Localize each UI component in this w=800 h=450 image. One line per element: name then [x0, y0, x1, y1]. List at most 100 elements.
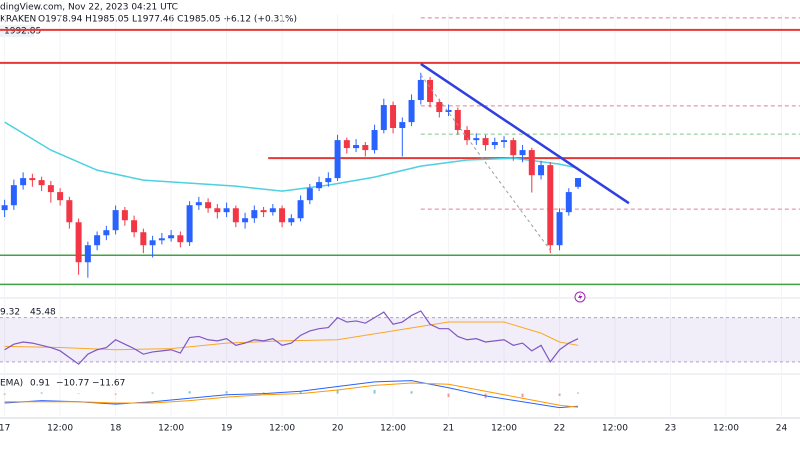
candle-body — [417, 79, 424, 101]
x-tick-label: 20 — [332, 424, 344, 434]
candle-body — [232, 208, 239, 223]
candle-body — [482, 138, 489, 146]
candle-body — [29, 178, 36, 181]
candle-body — [454, 109, 461, 131]
macd-histogram-bar — [3, 393, 6, 395]
x-tick-label: 23 — [665, 424, 676, 434]
macd-histogram-bar — [373, 390, 376, 394]
candle-body — [371, 130, 378, 151]
candle-body — [362, 145, 369, 151]
candle-body — [140, 232, 147, 246]
candle-body — [343, 140, 350, 149]
candle-body — [186, 205, 193, 243]
candle-body — [519, 150, 526, 156]
x-tick-label: 24 — [776, 424, 788, 434]
macd-histogram-bar — [114, 393, 117, 395]
candle-body — [538, 165, 545, 176]
macd-histogram-bar — [336, 390, 339, 394]
macd-histogram-bar — [410, 391, 413, 394]
candle-body — [556, 212, 563, 246]
candle-body — [195, 202, 202, 206]
candle-body — [214, 208, 221, 213]
macd-histogram-bar — [558, 393, 561, 396]
candle-body — [547, 165, 554, 246]
candle-body — [288, 218, 295, 223]
macd-line — [4, 380, 579, 409]
macd-histogram-bar — [40, 392, 43, 394]
candle-body — [464, 130, 471, 141]
candle-body — [316, 182, 323, 189]
candle-body — [94, 235, 101, 246]
candle-body — [158, 238, 165, 241]
candle-body — [408, 100, 415, 123]
rsi-line — [4, 310, 579, 365]
x-tick-label: 17 — [0, 424, 10, 434]
macd-histogram-bar — [299, 391, 302, 394]
candle-body — [501, 140, 508, 143]
candle-body — [353, 145, 360, 149]
candle-body — [75, 222, 82, 263]
candle-body — [473, 138, 480, 141]
macd-legend: EMA) — [0, 379, 23, 389]
candle-body — [269, 208, 276, 213]
alert-icon — [574, 291, 586, 303]
x-tick-label: 12:00 — [713, 424, 739, 434]
x-tick-label: 12:00 — [491, 424, 517, 434]
macd-histogram-bar — [577, 392, 580, 394]
candle-body — [380, 105, 387, 131]
rsi-legend: 45.48 — [30, 308, 56, 318]
x-tick-label: 21 — [443, 424, 454, 434]
macd-legend: 0.91 — [30, 379, 50, 389]
candle-body — [491, 142, 498, 146]
ohlc-label: O1978.94 H1985.05 L1977.46 C1985.05 +6.1… — [38, 15, 297, 25]
moving-average — [4, 121, 579, 192]
candle-body — [390, 105, 397, 129]
candle-body — [10, 185, 17, 206]
candle-body — [121, 210, 128, 221]
candle-body — [177, 235, 184, 243]
candle-body — [334, 140, 341, 179]
candle-body — [1, 205, 8, 211]
candle-body — [223, 208, 230, 213]
price-tag-box — [0, 25, 34, 37]
candle-body — [84, 245, 91, 263]
macd-histogram-bar — [225, 391, 228, 394]
candle-body — [306, 188, 313, 201]
exchange-label: KRAKEN — [0, 15, 36, 25]
macd-histogram-bar — [77, 393, 80, 395]
candle-body — [131, 220, 138, 233]
candle-body — [436, 102, 443, 112]
candle-body — [510, 140, 517, 156]
candle-body — [103, 230, 110, 236]
macd-histogram-bar — [151, 392, 154, 394]
candle-body — [149, 240, 156, 246]
candle-body — [399, 122, 406, 129]
candle-body — [112, 210, 119, 231]
candle-body — [297, 200, 304, 219]
candle-body — [47, 185, 54, 193]
macd-legend: −10.77 — [56, 379, 89, 389]
candle-body — [57, 192, 64, 201]
macd-legend: −11.67 — [92, 379, 125, 389]
macd-histogram-bar — [447, 393, 450, 398]
candle-body — [20, 178, 27, 186]
x-tick-label: 12:00 — [158, 424, 184, 434]
candle-body — [565, 192, 572, 213]
rsi-legend: 9.32 — [0, 308, 20, 318]
candle-body — [279, 208, 286, 223]
candle-body — [168, 235, 175, 239]
macd-histogram-bar — [262, 392, 265, 394]
candle-body — [242, 218, 249, 223]
macd-histogram-bar — [521, 393, 524, 398]
x-tick-label: 22 — [554, 424, 565, 434]
x-tick-label: 19 — [221, 424, 233, 434]
x-tick-label: 12:00 — [380, 424, 406, 434]
candle-body — [325, 178, 332, 183]
price-tag: 1992.85 — [4, 27, 41, 37]
candle-body — [66, 200, 73, 223]
candle-body — [427, 79, 434, 103]
candle-body — [575, 178, 582, 187]
candle-body — [445, 109, 452, 112]
x-tick-label: 12:00 — [269, 424, 295, 434]
